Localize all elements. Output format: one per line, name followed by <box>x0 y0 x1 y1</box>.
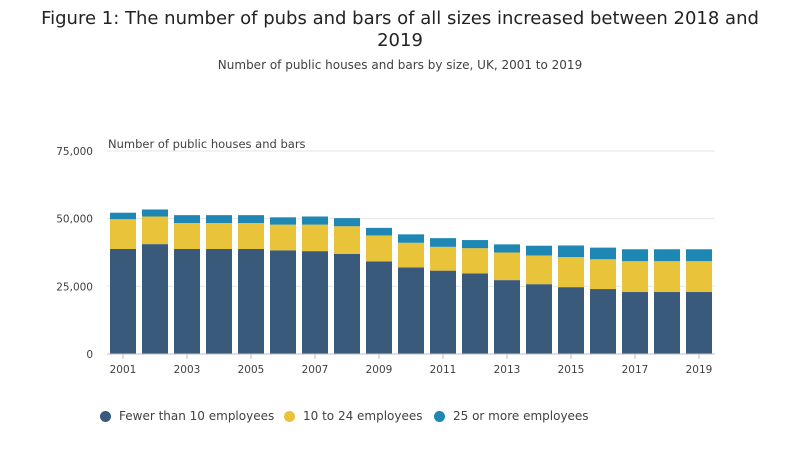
chart-subtitle: Number of public houses and bars by size… <box>217 58 583 72</box>
bar-segment-2011-0[interactable] <box>430 270 456 354</box>
x-tick-label: 2015 <box>558 364 585 376</box>
bar-segment-2002-1[interactable] <box>142 216 168 245</box>
bar-segment-2014-2[interactable] <box>526 245 552 256</box>
bar-segment-2004-0[interactable] <box>206 248 232 354</box>
bar-segment-2008-1[interactable] <box>334 226 360 254</box>
y-tick-label: 50,000 <box>56 214 93 226</box>
x-tick-label: 2005 <box>238 364 265 376</box>
y-tick-label: 0 <box>86 349 93 361</box>
bar-segment-2016-1[interactable] <box>590 259 616 290</box>
legend-swatch <box>100 410 111 422</box>
bar-segment-2001-0[interactable] <box>110 248 136 354</box>
bar-segment-2006-0[interactable] <box>270 250 296 354</box>
bar-segment-2001-2[interactable] <box>110 212 136 220</box>
legend-label: 10 to 24 employees <box>303 409 423 423</box>
bar-segment-2011-1[interactable] <box>430 246 456 271</box>
bar-segment-2015-2[interactable] <box>558 245 584 258</box>
bar-segment-2002-2[interactable] <box>142 209 168 217</box>
axes: 0 25,000 50,000 75,000 2001 2003 2005 2007 2009 2… <box>56 146 715 376</box>
bar-segment-2013-2[interactable] <box>494 244 520 253</box>
bar-segment-2007-0[interactable] <box>302 251 328 354</box>
legend-item-25-or-more[interactable]: 25 or more employees <box>434 409 589 423</box>
legend-swatch <box>434 410 445 422</box>
chart-title: Figure 1: The number of pubs and bars of… <box>41 8 759 51</box>
x-tick-label: 2003 <box>174 364 201 376</box>
bar-segment-2005-2[interactable] <box>238 215 264 223</box>
bar-segment-2001-1[interactable] <box>110 219 136 249</box>
x-tick-label: 2013 <box>494 364 521 376</box>
bar-segment-2009-1[interactable] <box>366 235 392 262</box>
bar-segment-2019-0[interactable] <box>686 292 712 354</box>
bar-segment-2003-2[interactable] <box>174 215 200 223</box>
bar-segment-2006-2[interactable] <box>270 217 296 225</box>
x-tick-label: 2001 <box>110 364 137 376</box>
bar-segment-2018-0[interactable] <box>654 292 680 354</box>
legend-label: 25 or more employees <box>453 409 589 423</box>
bar-segment-2013-1[interactable] <box>494 252 520 281</box>
bars <box>110 209 712 354</box>
bar-segment-2014-1[interactable] <box>526 255 552 285</box>
bar-segment-2017-1[interactable] <box>622 261 648 293</box>
bar-segment-2005-1[interactable] <box>238 222 264 249</box>
bar-segment-2005-0[interactable] <box>238 248 264 354</box>
bar-segment-2012-0[interactable] <box>462 273 488 354</box>
bar-segment-2016-2[interactable] <box>590 247 616 260</box>
legend-swatch <box>284 410 295 422</box>
bar-segment-2007-1[interactable] <box>302 224 328 252</box>
bar-segment-2003-1[interactable] <box>174 222 200 249</box>
x-tick-label: 2009 <box>366 364 393 376</box>
bar-segment-2015-0[interactable] <box>558 287 584 354</box>
bar-segment-2012-2[interactable] <box>462 240 488 249</box>
x-tick-label: 2019 <box>686 364 713 376</box>
bar-segment-2011-2[interactable] <box>430 238 456 247</box>
y-tick-label: 25,000 <box>56 281 93 293</box>
legend-item-10-to-24[interactable]: 10 to 24 employees <box>284 409 423 423</box>
bar-segment-2006-1[interactable] <box>270 224 296 251</box>
x-tick-label: 2011 <box>430 364 457 376</box>
x-tick-label: 2017 <box>622 364 649 376</box>
bar-segment-2017-2[interactable] <box>622 249 648 262</box>
bar-segment-2003-0[interactable] <box>174 248 200 354</box>
bar-segment-2008-2[interactable] <box>334 218 360 227</box>
bar-segment-2018-1[interactable] <box>654 261 680 293</box>
y-tick-label: 75,000 <box>56 146 93 158</box>
bar-segment-2016-0[interactable] <box>590 289 616 354</box>
bar-segment-2009-2[interactable] <box>366 227 392 236</box>
bar-segment-2008-0[interactable] <box>334 253 360 354</box>
bar-segment-2015-1[interactable] <box>558 257 584 288</box>
legend-item-fewer-than-10[interactable]: Fewer than 10 employees <box>100 409 274 423</box>
bar-segment-2004-1[interactable] <box>206 222 232 249</box>
bar-segment-2002-0[interactable] <box>142 244 168 354</box>
bar-segment-2019-1[interactable] <box>686 261 712 293</box>
bar-segment-2009-0[interactable] <box>366 261 392 354</box>
bar-segment-2010-2[interactable] <box>398 234 424 243</box>
bar-segment-2012-1[interactable] <box>462 248 488 274</box>
bar-segment-2017-0[interactable] <box>622 292 648 354</box>
bar-segment-2018-2[interactable] <box>654 249 680 262</box>
bar-segment-2010-1[interactable] <box>398 242 424 268</box>
bar-segment-2004-2[interactable] <box>206 215 232 223</box>
bar-segment-2010-0[interactable] <box>398 267 424 354</box>
bar-segment-2019-2[interactable] <box>686 249 712 262</box>
bar-segment-2007-2[interactable] <box>302 216 328 225</box>
bar-segment-2014-0[interactable] <box>526 284 552 354</box>
legend-label: Fewer than 10 employees <box>119 409 275 423</box>
x-tick-label: 2007 <box>302 364 329 376</box>
bar-segment-2013-0[interactable] <box>494 280 520 354</box>
y-axis-title: Number of public houses and bars <box>108 137 306 151</box>
